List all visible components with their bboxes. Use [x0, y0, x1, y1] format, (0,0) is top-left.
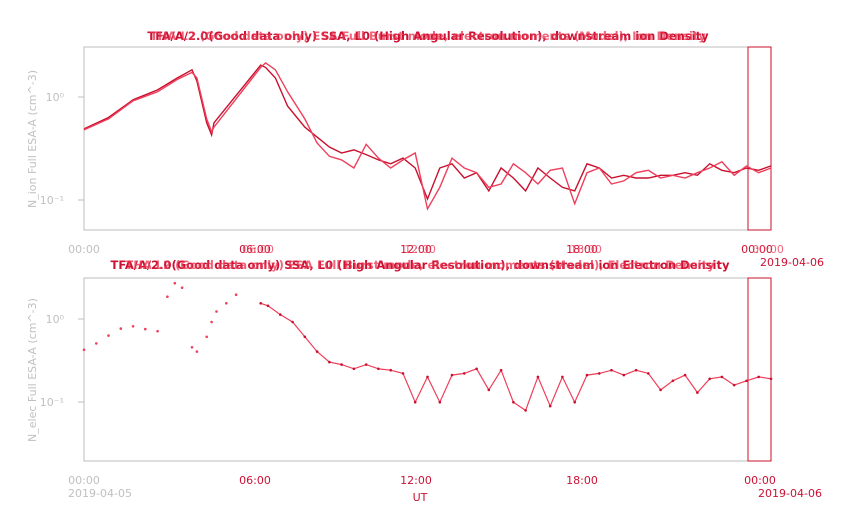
top-xtick-end: 00:00: [741, 243, 773, 256]
bottom-series-2-point: [340, 363, 343, 366]
bottom-panel: TFA/A/2.0(Good data only) SSA, L0 (High …: [26, 258, 822, 504]
bottom-series-2-point: [659, 388, 662, 392]
bottom-series-2-point: [291, 320, 294, 324]
bottom-series-2-point: [512, 400, 515, 404]
bottom-series-2-point: [450, 373, 454, 377]
bottom-series-2-point: [708, 377, 711, 381]
bottom-ytick-label-1e-1: 10⁻¹: [40, 396, 64, 409]
bottom-xtick-end: 00:00: [744, 474, 776, 487]
bottom-series-1-point: [82, 348, 86, 352]
bottom-series-2-point: [377, 367, 380, 371]
top-ytick-label-1e-1: 10⁻¹: [40, 194, 64, 207]
bottom-series-2-point: [598, 372, 601, 375]
bottom-series-2-point: [364, 363, 368, 366]
bottom-panel-title-b: THA L2 (Good data only) ESA Full Burst m…: [125, 258, 715, 272]
bottom-series-2-point: [487, 388, 491, 392]
bottom-series-2-point: [259, 302, 263, 305]
bottom-series-2-point: [475, 367, 478, 371]
bottom-highlight-box: [747, 277, 772, 462]
bottom-series-2-point: [683, 373, 687, 377]
bottom-ylabel: N_elec Full ESA-A (cm^-3): [26, 298, 39, 442]
bottom-series-1-point: [156, 329, 159, 333]
bottom-series-1-point: [195, 350, 199, 353]
bottom-series-2-point: [426, 375, 429, 379]
bottom-series-2-point: [389, 368, 393, 372]
top-series-group: [83, 62, 772, 211]
bottom-series-2-point: [561, 375, 564, 379]
top-xtick-1800: 18:00: [566, 243, 598, 256]
bottom-ytick-label-1e0: 10⁰: [46, 313, 65, 326]
bottom-xtick-0600: 06:00: [239, 474, 271, 487]
bottom-series-2-point: [585, 373, 589, 377]
bottom-series-1-point: [173, 281, 177, 285]
bottom-xlabel: UT: [413, 491, 428, 504]
bottom-series-1-point: [215, 310, 218, 313]
bottom-series-2-point: [769, 377, 773, 381]
bottom-series-1-point: [166, 295, 169, 299]
bottom-series-2-point: [266, 304, 270, 308]
bottom-series-2-point: [328, 360, 331, 364]
top-panel: TFA/A/2.0(Good data only) SSA, L0 (High …: [26, 29, 824, 269]
top-series-1-line: [83, 64, 772, 201]
bottom-series-2-point: [413, 400, 417, 404]
bottom-series-1-point: [107, 334, 110, 337]
bottom-series-2-point: [499, 368, 503, 372]
top-series-2-line: [83, 62, 772, 211]
bottom-series-2-point: [732, 383, 736, 387]
bottom-series-2-point: [524, 409, 527, 412]
bottom-series-1-point: [225, 302, 228, 305]
top-ylabel: N_ion Full ESA-A (cm^-3): [26, 70, 39, 208]
bottom-date-start: 2019-04-05: [68, 487, 132, 500]
bottom-series-2-point: [548, 404, 552, 408]
bottom-series-1-point: [95, 342, 98, 345]
bottom-series-2-line: [260, 302, 772, 412]
bottom-series-1-point: [190, 346, 194, 349]
top-xtick-0000: 00:00: [68, 243, 100, 256]
bottom-series-1-point: [119, 327, 123, 330]
bottom-series-2-point: [757, 375, 760, 379]
bottom-series-2-point: [463, 372, 466, 375]
bottom-series-2-point: [671, 379, 675, 383]
top-ytick-label-1e0: 10⁰: [46, 91, 65, 104]
bottom-series-2-point: [352, 367, 356, 371]
bottom-series-2-point: [438, 400, 442, 404]
bottom-series-1-point: [180, 286, 184, 290]
top-panel-title-b: THA L2 (Good data only) ESA Full Burst m…: [150, 29, 706, 43]
bottom-series-2-point: [279, 313, 282, 316]
top-xtick-end-overlap: 00:00: [752, 243, 784, 256]
bottom-series-2-point: [720, 375, 724, 379]
top-xtick-1200-overlap: 12:00: [404, 243, 436, 256]
bottom-series-2-point: [315, 350, 319, 353]
top-highlight-box: [747, 46, 772, 231]
bottom-series-2-point: [610, 368, 613, 372]
bottom-series-2-point: [647, 372, 650, 375]
bottom-series-2-point: [401, 372, 405, 375]
bottom-series-2-point: [696, 391, 699, 394]
bottom-series-group: [82, 281, 773, 412]
top-panel-title-a: TFA/A/2.0(Good data only) SSA, L0 (High …: [147, 29, 709, 43]
bottom-xtick-1200: 12:00: [400, 474, 432, 487]
top-xtick-1800-overlap: 18:00: [570, 243, 602, 256]
top-xtick-1200: 12:00: [400, 243, 432, 256]
bottom-series-2-point: [634, 368, 638, 372]
top-xtick-0600-overlap: 06:00: [242, 243, 274, 256]
bottom-series-1-point: [210, 320, 213, 324]
bottom-panel-title-a: TFA/A/2.0(Good data only) SSA, L0 (High …: [111, 258, 730, 272]
bottom-series-2-point: [536, 375, 540, 379]
bottom-date-end: 2019-04-06: [758, 487, 822, 500]
bottom-xtick-0000: 00:00: [68, 474, 100, 487]
bottom-series-2-point: [303, 335, 307, 339]
bottom-plot-frame: [83, 277, 772, 462]
top-date-end: 2019-04-06: [760, 256, 824, 269]
bottom-series-2-point: [573, 400, 576, 404]
bottom-series-1-point: [205, 335, 208, 339]
bottom-series-1-point: [131, 325, 135, 328]
top-xtick-0600: 06:00: [239, 243, 271, 256]
bottom-series-2-point: [622, 373, 626, 377]
bottom-series-2-point: [745, 379, 748, 383]
bottom-series-1-point: [144, 327, 147, 331]
bottom-series-1-point: [234, 293, 238, 297]
bottom-xtick-1800: 18:00: [566, 474, 598, 487]
